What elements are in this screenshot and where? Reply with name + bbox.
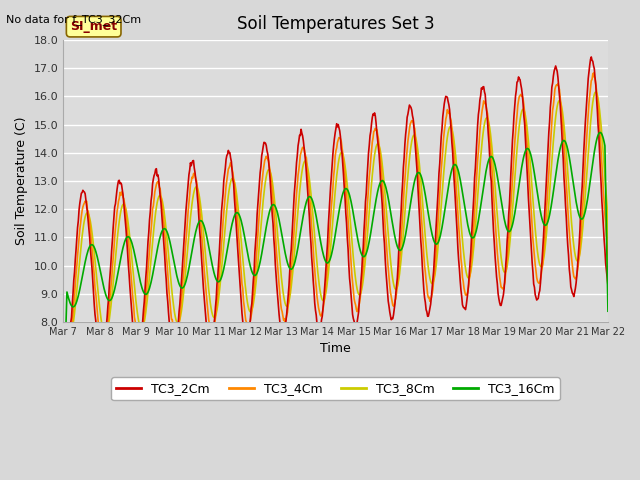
Y-axis label: Soil Temperature (C): Soil Temperature (C)	[15, 117, 28, 245]
Text: No data for f_TC3_32Cm: No data for f_TC3_32Cm	[6, 14, 141, 25]
X-axis label: Time: Time	[320, 342, 351, 355]
Title: Soil Temperatures Set 3: Soil Temperatures Set 3	[237, 15, 435, 33]
Legend: TC3_2Cm, TC3_4Cm, TC3_8Cm, TC3_16Cm: TC3_2Cm, TC3_4Cm, TC3_8Cm, TC3_16Cm	[111, 377, 560, 400]
Text: SI_met: SI_met	[70, 20, 117, 33]
